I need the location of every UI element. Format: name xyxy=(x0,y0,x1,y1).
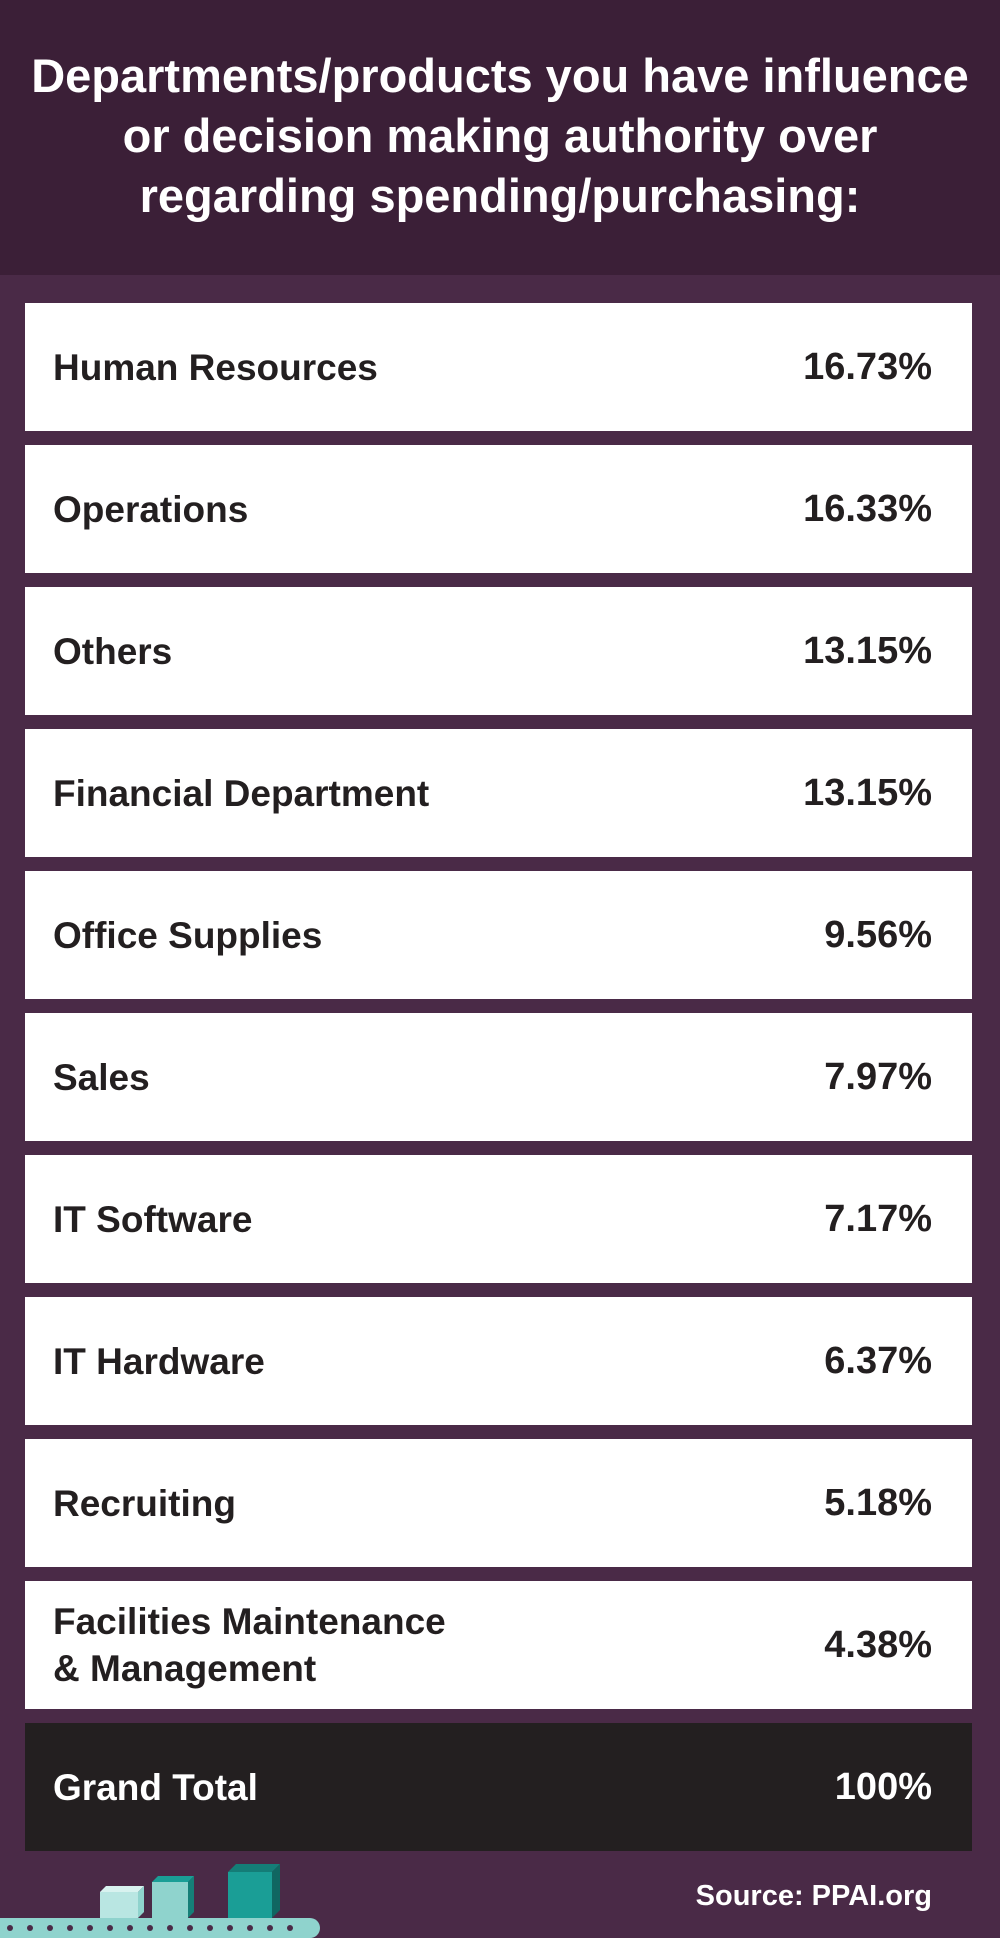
row-label: Sales xyxy=(53,1056,150,1098)
table-row: IT Hardware 6.37% xyxy=(25,1297,972,1425)
table-row: Others 13.15% xyxy=(25,587,972,715)
table-row: Human Resources 16.73% xyxy=(25,303,972,431)
table-row: Facilities Maintenance & Management 4.38… xyxy=(25,1581,972,1709)
row-label: Recruiting xyxy=(53,1482,236,1524)
page-title: Departments/products you have influence … xyxy=(31,48,969,222)
data-table: Human Resources 16.73% Operations 16.33%… xyxy=(25,303,972,1851)
total-label: Grand Total xyxy=(53,1766,258,1808)
row-value: 13.15% xyxy=(803,771,932,814)
row-label: Others xyxy=(53,630,173,672)
table-row: Office Supplies 9.56% xyxy=(25,871,972,999)
table-row: Sales 7.97% xyxy=(25,1013,972,1141)
row-label: IT Software xyxy=(53,1198,253,1240)
row-value: 6.37% xyxy=(824,1339,932,1382)
source-note: Source: PPAI.org xyxy=(695,1880,932,1912)
row-value: 7.17% xyxy=(824,1197,932,1240)
row-value: 16.73% xyxy=(803,345,932,388)
row-value: 16.33% xyxy=(803,487,932,530)
table-row: Financial Department 13.15% xyxy=(25,729,972,857)
row-value: 5.18% xyxy=(824,1481,932,1524)
row-label: Human Resources xyxy=(53,346,378,388)
table-row: IT Software 7.17% xyxy=(25,1155,972,1283)
total-value: 100% xyxy=(834,1765,932,1808)
row-value: 4.38% xyxy=(824,1623,932,1666)
header: Departments/products you have influence … xyxy=(0,0,1000,275)
row-value: 9.56% xyxy=(824,913,932,956)
row-value: 13.15% xyxy=(803,629,932,672)
row-label: Office Supplies xyxy=(53,914,323,956)
table-row: Recruiting 5.18% xyxy=(25,1439,972,1567)
grand-total-row: Grand Total 100% xyxy=(25,1723,972,1851)
row-label: Financial Department xyxy=(53,772,430,814)
row-label: IT Hardware xyxy=(53,1340,265,1382)
row-value: 7.97% xyxy=(824,1055,932,1098)
table-row: Operations 16.33% xyxy=(25,445,972,573)
conveyor-boxes-icon xyxy=(0,1864,320,1938)
row-label: Facilities Maintenance & Management xyxy=(53,1601,446,1689)
row-label: Operations xyxy=(53,488,249,530)
